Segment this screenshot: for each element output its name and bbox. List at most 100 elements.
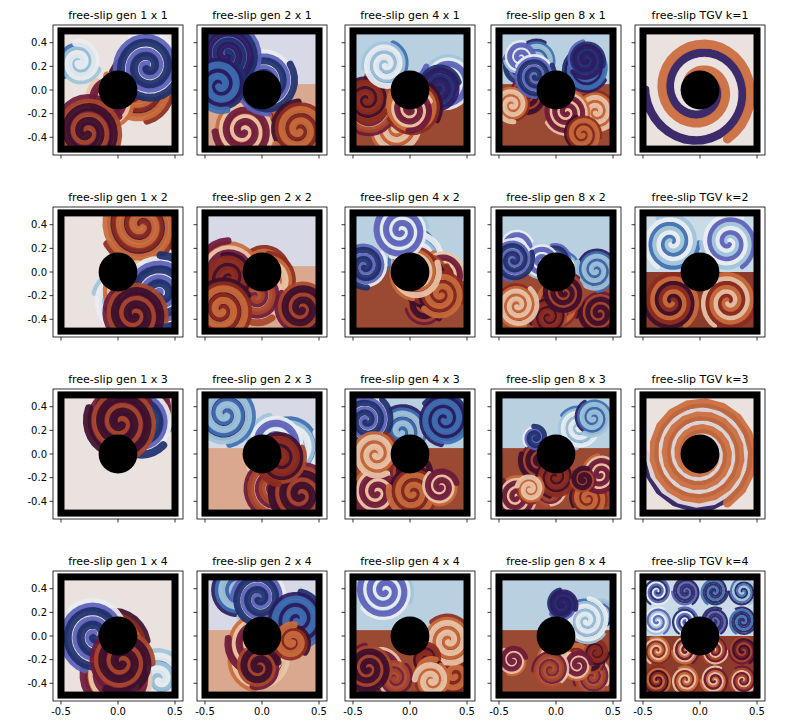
y-tick	[194, 42, 198, 43]
panel-title: free-slip gen 2 x 4	[212, 555, 312, 568]
x-tick-label: 0.0	[254, 706, 270, 717]
wall	[353, 395, 467, 513]
y-tick	[632, 248, 636, 249]
frame	[197, 207, 327, 337]
obstacle	[537, 253, 576, 292]
panel: free-slip TGV k=2	[632, 191, 766, 341]
y-tick	[50, 90, 54, 91]
panel: free-slip gen 2 x 2	[193, 191, 327, 341]
flow-streak	[63, 107, 114, 147]
flow-field	[355, 33, 464, 146]
x-tick	[319, 337, 320, 341]
frame	[635, 25, 765, 155]
x-tick	[118, 337, 119, 341]
y-tick	[194, 454, 198, 455]
panel-title: free-slip gen 8 x 4	[506, 555, 606, 568]
flow-streak	[645, 639, 667, 663]
wall	[643, 213, 757, 331]
x-tick	[757, 519, 758, 523]
x-tick	[556, 155, 557, 159]
flow-streak	[552, 592, 576, 614]
obstacle	[243, 617, 282, 656]
panel: free-slip TGV k=3	[632, 373, 766, 523]
wall	[61, 31, 175, 149]
flow-streak	[68, 43, 95, 77]
x-tick	[118, 701, 119, 705]
y-tick	[194, 319, 198, 320]
x-tick-label: 0.0	[402, 706, 418, 717]
y-tick	[342, 636, 346, 637]
x-tick	[700, 701, 701, 705]
plot-area	[197, 25, 325, 155]
flow-streak	[582, 404, 608, 435]
y-tick	[50, 406, 54, 407]
y-tick	[632, 319, 636, 320]
flow-streak	[355, 83, 385, 122]
plot-area	[643, 577, 757, 695]
frame	[197, 389, 327, 519]
y-tick	[194, 137, 198, 138]
flow-streak	[730, 610, 752, 634]
plot-area	[346, 207, 467, 331]
y-tick	[632, 501, 636, 502]
field-bg	[645, 215, 754, 328]
x-tick-label: 0.0	[548, 706, 564, 717]
x-tick	[498, 155, 499, 159]
wall	[643, 577, 757, 695]
wall	[499, 31, 613, 149]
panel: -0.4-0.20.00.20.4free-slip gen 1 x 2	[27, 186, 195, 345]
y-tick	[488, 137, 492, 138]
y-tick	[194, 636, 198, 637]
x-tick	[262, 337, 263, 341]
plot-area	[197, 389, 327, 519]
y-tick	[632, 683, 636, 684]
x-tick	[60, 519, 61, 523]
panel: free-slip gen 8 x 2	[488, 191, 622, 341]
panel-title: free-slip gen 8 x 3	[506, 373, 606, 386]
y-tick-label: 0.0	[31, 449, 47, 460]
obstacle	[681, 435, 720, 474]
y-tick	[50, 319, 54, 320]
x-tick	[352, 337, 353, 341]
y-tick	[488, 295, 492, 296]
y-tick	[50, 659, 54, 660]
obstacle	[99, 435, 138, 474]
panel-title: free-slip gen 1 x 3	[68, 373, 168, 386]
panel: free-slip gen 4 x 2	[342, 191, 476, 341]
flow-streak	[645, 580, 667, 604]
flow-field	[501, 579, 610, 692]
obstacle	[391, 253, 430, 292]
frame	[53, 571, 183, 701]
y-tick	[632, 406, 636, 407]
panel-title: free-slip gen 1 x 2	[68, 191, 168, 204]
flow-streak	[568, 653, 591, 674]
x-tick	[60, 337, 61, 341]
flow-streak	[503, 648, 526, 669]
x-tick	[467, 155, 468, 159]
frame	[345, 389, 475, 519]
x-tick-label: 0.5	[311, 706, 327, 717]
flow-streak	[501, 92, 523, 122]
frame	[345, 25, 475, 155]
plot-area	[643, 395, 757, 513]
y-tick	[488, 113, 492, 114]
panel-title: free-slip gen 2 x 2	[212, 191, 312, 204]
frame	[53, 389, 183, 519]
y-tick	[194, 406, 198, 407]
x-tick-label: 0.5	[605, 706, 621, 717]
panel-title: free-slip gen 4 x 1	[360, 9, 460, 22]
y-tick	[50, 683, 54, 684]
y-tick	[342, 248, 346, 249]
panel: free-slip gen 2 x 1	[194, 9, 328, 159]
y-tick	[342, 42, 346, 43]
panel: -0.50.00.5free-slip gen 2 x 4	[194, 555, 328, 717]
y-tick	[342, 659, 346, 660]
y-tick-label: 0.0	[31, 631, 47, 642]
flow-streak	[357, 437, 389, 475]
y-tick	[488, 501, 492, 502]
y-tick	[632, 430, 636, 431]
flow-field	[501, 397, 610, 510]
frame	[197, 571, 327, 701]
x-tick	[204, 701, 205, 705]
x-tick	[410, 701, 411, 705]
